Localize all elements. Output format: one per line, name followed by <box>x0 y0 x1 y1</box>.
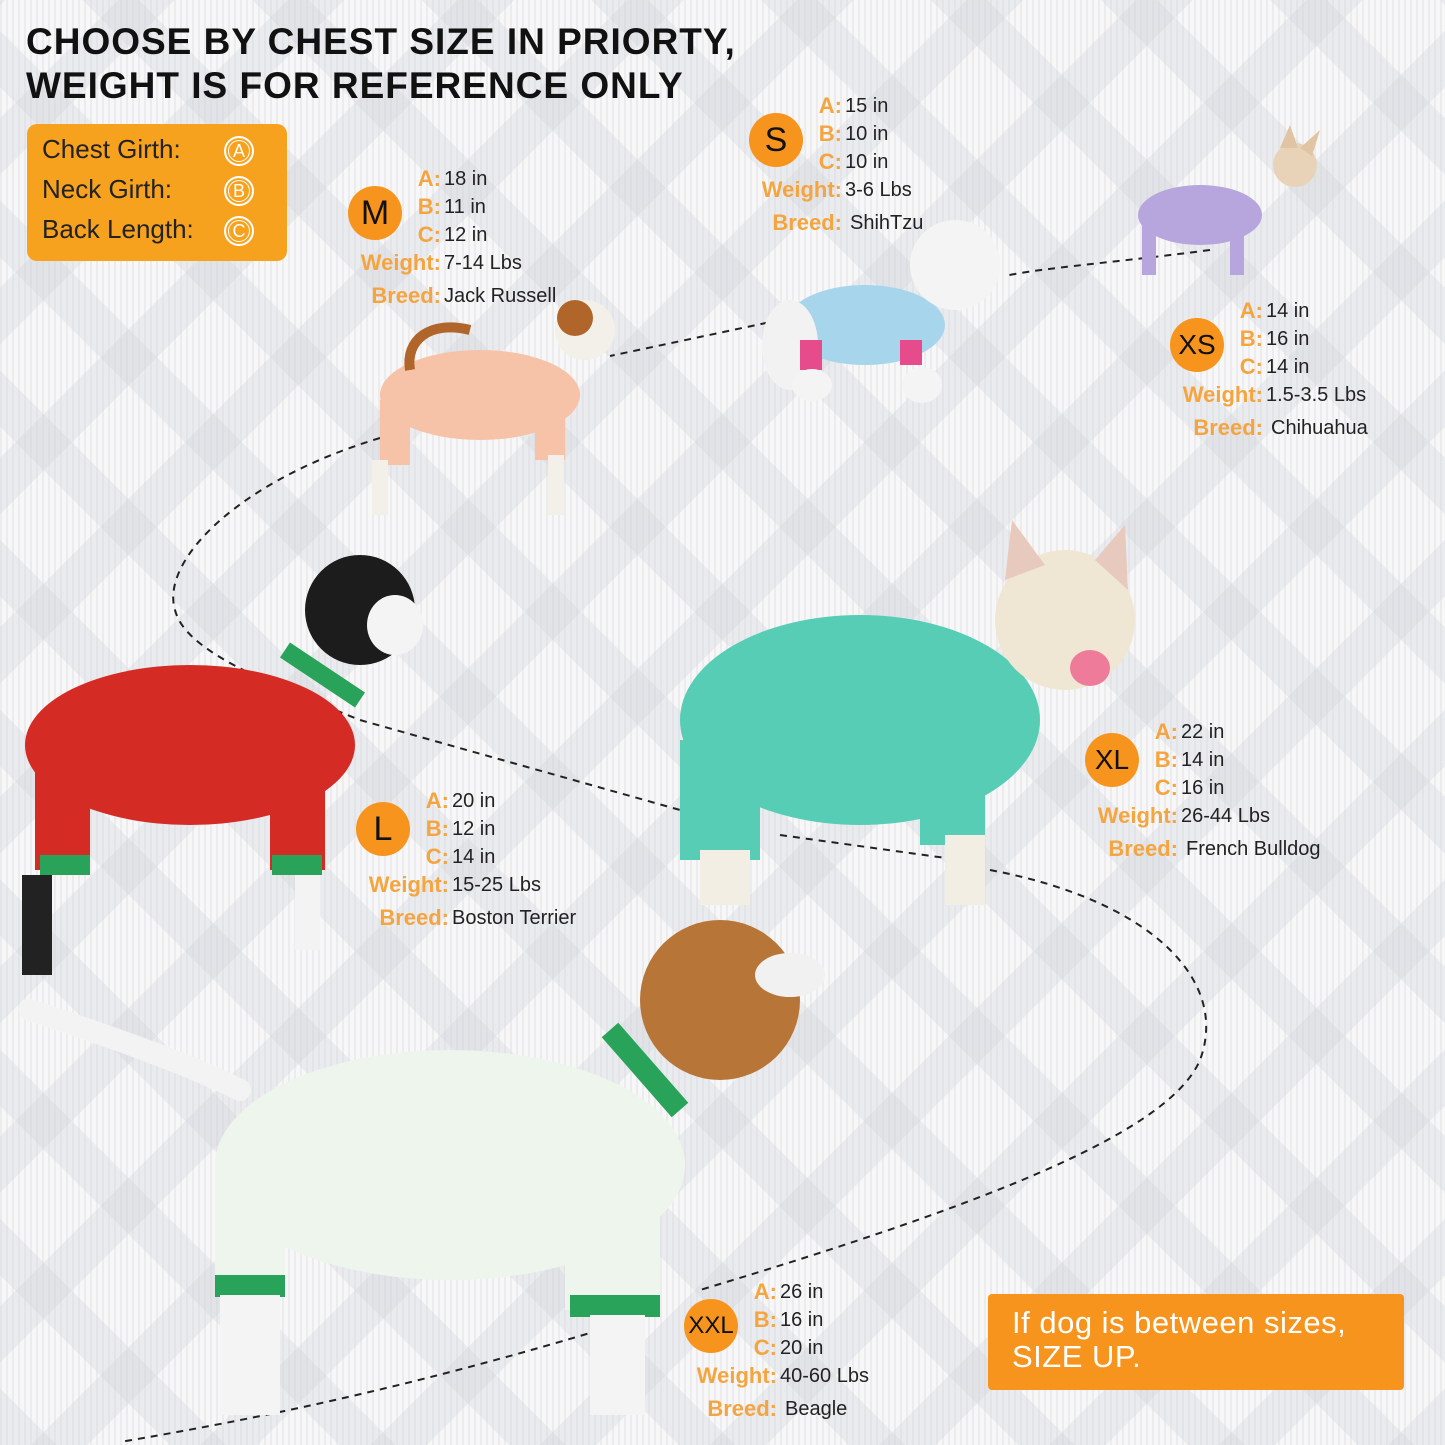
label-b: B: <box>753 1307 777 1332</box>
value-breed: French Bulldog <box>1186 838 1321 860</box>
measurement-legend: Chest Girth: A Neck Girth: B Back Length… <box>27 124 287 261</box>
value-chest: 26 in <box>780 1281 824 1303</box>
label-c: C: <box>1239 354 1263 379</box>
value-neck: 14 in <box>1181 749 1225 771</box>
legend-back-length: Back Length: <box>42 214 194 244</box>
size-badge: XXL <box>684 1299 738 1353</box>
legend-mark-a: A <box>224 136 254 166</box>
size-badge: S <box>749 113 803 167</box>
value-chest: 22 in <box>1181 721 1225 743</box>
value-neck: 16 in <box>1266 328 1310 350</box>
value-breed: ShihTzu <box>850 212 924 234</box>
label-weight: Weight: <box>1097 803 1178 828</box>
value-back: 14 in <box>452 846 496 868</box>
label-a: A: <box>1239 298 1263 323</box>
note-line-1: If dog is between sizes, <box>1012 1305 1347 1340</box>
note-line-2: SIZE UP. <box>1012 1339 1142 1374</box>
label-breed: Breed: <box>707 1396 777 1421</box>
label-c: C: <box>753 1335 777 1360</box>
dog-jack-russell-peach-pajama <box>372 300 615 515</box>
dashed-size-path <box>119 249 1211 1443</box>
label-breed: Breed: <box>379 905 449 930</box>
value-weight: 40-60 Lbs <box>780 1365 869 1387</box>
label-a: A: <box>1154 719 1178 744</box>
legend-neck-girth: Neck Girth: <box>42 174 173 204</box>
legend-mark-c: C <box>224 216 254 246</box>
label-breed: Breed: <box>1193 415 1263 440</box>
dog-beagle-dino-pajama <box>19 920 825 1415</box>
label-weight: Weight: <box>696 1363 777 1388</box>
value-neck: 11 in <box>444 196 486 218</box>
label-weight: Weight: <box>360 250 441 275</box>
label-weight: Weight: <box>368 872 449 897</box>
value-back: 20 in <box>780 1337 824 1359</box>
value-breed: Boston Terrier <box>452 907 577 929</box>
value-weight: 7-14 Lbs <box>444 252 522 274</box>
legend-chest-girth: Chest Girth: <box>42 134 181 164</box>
value-weight: 26-44 Lbs <box>1181 805 1270 827</box>
page-title: CHOOSE BY CHEST SIZE IN PRIORTY, WEIGHT … <box>26 20 736 108</box>
value-chest: 14 in <box>1266 300 1310 322</box>
label-a: A: <box>753 1279 777 1304</box>
value-back: 16 in <box>1181 777 1225 799</box>
value-back: 14 in <box>1266 356 1310 378</box>
label-breed: Breed: <box>772 210 842 235</box>
value-neck: 12 in <box>452 818 496 840</box>
size-badge: M <box>348 186 402 240</box>
value-neck: 16 in <box>780 1309 824 1331</box>
label-breed: Breed: <box>1108 836 1178 861</box>
value-back: 10 in <box>845 151 889 173</box>
legend-mark-b: B <box>224 176 254 206</box>
value-back: 12 in <box>444 224 488 246</box>
label-a: A: <box>417 166 441 191</box>
value-weight: 15-25 Lbs <box>452 874 541 896</box>
label-a: A: <box>818 93 842 118</box>
value-breed: Chihuahua <box>1271 417 1368 439</box>
size-badge: XS <box>1170 318 1224 372</box>
label-c: C: <box>425 844 449 869</box>
size-badge: XL <box>1085 733 1139 787</box>
label-weight: Weight: <box>1182 382 1263 407</box>
value-chest: 18 in <box>444 168 488 190</box>
label-breed: Breed: <box>371 283 441 308</box>
label-b: B: <box>417 194 441 219</box>
value-breed: Jack Russell <box>444 285 557 307</box>
title-line-2: WEIGHT IS FOR REFERENCE ONLY <box>26 65 684 106</box>
size-up-note: If dog is between sizes, SIZE UP. <box>988 1294 1404 1390</box>
label-c: C: <box>1154 775 1178 800</box>
value-breed: Beagle <box>785 1398 848 1420</box>
size-badge: L <box>356 802 410 856</box>
label-weight: Weight: <box>761 177 842 202</box>
title-line-1: CHOOSE BY CHEST SIZE IN PRIORTY, <box>26 21 736 62</box>
dog-french-bulldog-teal-pajama <box>680 520 1135 905</box>
label-b: B: <box>1239 326 1263 351</box>
value-weight: 1.5-3.5 Lbs <box>1266 384 1367 406</box>
label-b: B: <box>425 816 449 841</box>
dog-chihuahua-purple-pajama <box>1138 125 1320 275</box>
value-chest: 20 in <box>452 790 496 812</box>
label-c: C: <box>818 149 842 174</box>
label-b: B: <box>1154 747 1178 772</box>
dog-shihtzu-blue-pajama <box>762 220 1000 403</box>
dog-boston-terrier-red-pajama <box>22 555 423 975</box>
value-neck: 10 in <box>845 123 889 145</box>
value-weight: 3-6 Lbs <box>845 179 912 201</box>
label-c: C: <box>417 222 441 247</box>
label-a: A: <box>425 788 449 813</box>
value-chest: 15 in <box>845 95 889 117</box>
label-b: B: <box>818 121 842 146</box>
